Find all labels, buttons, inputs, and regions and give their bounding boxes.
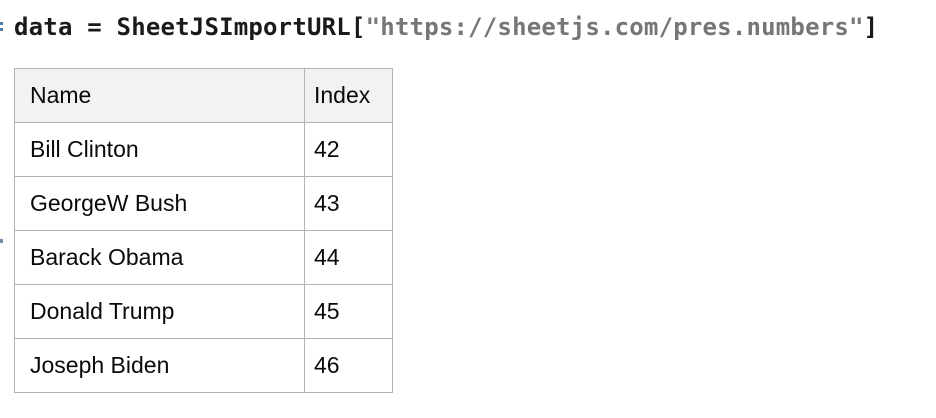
table-row: GeorgeW Bush 43 bbox=[14, 176, 393, 231]
table-row: Barack Obama 44 bbox=[14, 230, 393, 285]
dataset-output: Name Index Bill Clinton 42 GeorgeW Bush … bbox=[14, 68, 393, 393]
dataset-table: Name Index Bill Clinton 42 GeorgeW Bush … bbox=[14, 68, 393, 393]
in-label-fragment-dot bbox=[0, 22, 3, 25]
cell-name[interactable]: Donald Trump bbox=[14, 284, 305, 339]
in-label-fragment-icon bbox=[0, 22, 3, 32]
column-header-name[interactable]: Name bbox=[14, 68, 305, 123]
cell-name[interactable]: Joseph Biden bbox=[14, 338, 305, 393]
cell-index[interactable]: 43 bbox=[304, 176, 393, 231]
cell-index[interactable]: 46 bbox=[304, 338, 393, 393]
cell-index[interactable]: 42 bbox=[304, 122, 393, 177]
code-input-line[interactable]: data = SheetJSImportURL["https://sheetjs… bbox=[14, 11, 878, 43]
cell-index[interactable]: 44 bbox=[304, 230, 393, 285]
in-label-fragment-dot bbox=[0, 28, 3, 31]
code-suffix: ] bbox=[863, 13, 879, 41]
table-row: Joseph Biden 46 bbox=[14, 338, 393, 393]
out-label-fragment-icon bbox=[0, 239, 3, 243]
cell-name[interactable]: Barack Obama bbox=[14, 230, 305, 285]
table-header-row: Name Index bbox=[14, 68, 393, 123]
cell-index[interactable]: 45 bbox=[304, 284, 393, 339]
cell-name[interactable]: Bill Clinton bbox=[14, 122, 305, 177]
column-header-index[interactable]: Index bbox=[304, 68, 393, 123]
table-row: Donald Trump 45 bbox=[14, 284, 393, 339]
code-string-argument: "https://sheetjs.com/pres.numbers" bbox=[365, 13, 864, 41]
table-row: Bill Clinton 42 bbox=[14, 122, 393, 177]
code-prefix: data = SheetJSImportURL[ bbox=[14, 13, 366, 41]
cell-name[interactable]: GeorgeW Bush bbox=[14, 176, 305, 231]
